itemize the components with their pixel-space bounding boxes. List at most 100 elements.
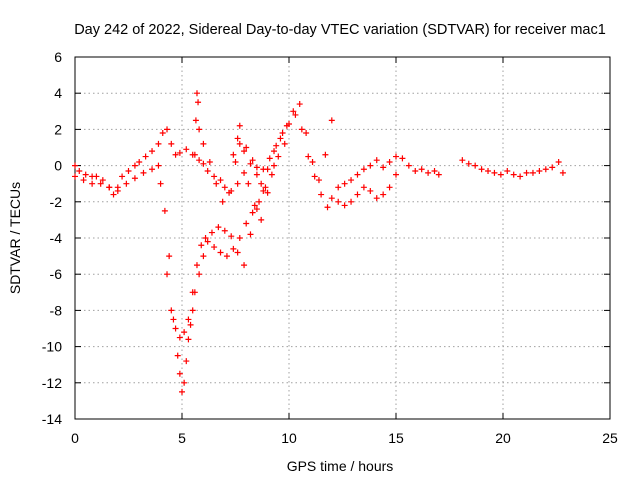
data-point: [322, 151, 329, 158]
data-point: [393, 171, 399, 178]
data-point: [232, 158, 239, 165]
data-point: [181, 379, 188, 386]
data-point: [221, 184, 228, 191]
data-point: [555, 158, 562, 165]
data-point: [198, 242, 205, 249]
data-point: [247, 160, 254, 167]
data-point: [262, 184, 269, 191]
data-point: [82, 171, 89, 178]
data-point: [393, 153, 399, 160]
data-point: [536, 168, 543, 175]
data-point: [258, 216, 265, 223]
data-point: [386, 158, 393, 165]
data-point: [523, 169, 530, 176]
data-point: [559, 169, 566, 176]
data-point: [106, 184, 113, 191]
data-point: [241, 262, 248, 269]
data-point: [348, 198, 355, 205]
series-dip-track: [157, 140, 288, 395]
y-tick-label: -12: [42, 375, 62, 391]
data-point: [196, 126, 203, 133]
data-point: [196, 157, 203, 164]
data-point: [189, 307, 196, 314]
data-point: [425, 169, 432, 176]
data-point: [189, 289, 196, 296]
data-point: [360, 184, 367, 191]
x-tick-label: 15: [388, 430, 404, 446]
data-point: [193, 90, 200, 97]
data-point: [97, 180, 104, 187]
data-point: [176, 370, 183, 377]
data-point: [176, 334, 183, 341]
data-point: [200, 160, 207, 167]
data-point: [149, 148, 156, 155]
data-point: [179, 388, 185, 395]
data-point: [223, 253, 230, 260]
data-point: [281, 140, 288, 147]
data-point: [478, 166, 485, 173]
data-point: [185, 316, 192, 323]
data-point: [241, 148, 248, 155]
data-point: [172, 151, 179, 158]
data-point: [249, 157, 256, 164]
y-tick-label: 0: [54, 158, 62, 174]
data-point: [279, 130, 286, 137]
data-point: [309, 158, 316, 165]
data-point: [292, 111, 299, 118]
data-point: [271, 148, 278, 155]
data-point: [243, 144, 250, 151]
data-point: [497, 171, 504, 178]
data-point: [181, 329, 188, 336]
data-point: [335, 184, 342, 191]
x-tick-label: 0: [71, 430, 79, 446]
y-axis-label: SDTVAR / TECUs: [7, 182, 23, 294]
data-point: [226, 189, 233, 196]
data-point: [213, 180, 220, 187]
data-point: [131, 162, 138, 169]
data-point: [517, 173, 524, 180]
data-point: [157, 180, 164, 187]
y-tick-label: 4: [54, 85, 62, 101]
data-point: [234, 180, 241, 187]
data-point: [191, 151, 198, 158]
x-axis-label: GPS time / hours: [287, 458, 394, 474]
data-point: [140, 169, 147, 176]
data-point: [236, 122, 243, 129]
data-point: [206, 158, 213, 165]
series-upper-dip-track: [164, 187, 267, 341]
data-point: [435, 171, 442, 178]
data-point: [266, 155, 273, 162]
data-point: [412, 168, 419, 175]
data-point: [491, 169, 498, 176]
data-point: [196, 271, 203, 278]
x-tick-label: 20: [495, 430, 511, 446]
data-point: [164, 126, 171, 133]
data-point: [328, 195, 335, 202]
data-point: [183, 146, 190, 153]
data-point: [72, 162, 78, 169]
data-point: [249, 209, 256, 216]
data-point: [161, 207, 168, 214]
data-point: [211, 244, 218, 251]
data-point: [200, 253, 207, 260]
data-point: [260, 187, 267, 194]
data-point: [172, 325, 179, 332]
data-point: [386, 184, 393, 191]
data-point: [283, 122, 290, 129]
data-point: [318, 191, 325, 198]
data-point: [234, 135, 241, 142]
data-point: [234, 249, 241, 256]
series-dashed-lower-track: [335, 171, 399, 209]
data-point: [431, 168, 438, 175]
data-points: [72, 90, 566, 395]
axis-ticks: 0 5 10 15 20 25 -14 -12 -10 -8 -6 -4 -2 0 2 4 6: [42, 49, 618, 446]
data-point: [273, 142, 280, 149]
data-point: [243, 220, 250, 227]
data-point: [296, 101, 303, 108]
data-point: [549, 164, 556, 171]
data-point: [174, 352, 181, 359]
data-point: [114, 187, 121, 194]
data-point: [348, 177, 355, 184]
data-point: [258, 180, 265, 187]
data-point: [315, 177, 322, 184]
